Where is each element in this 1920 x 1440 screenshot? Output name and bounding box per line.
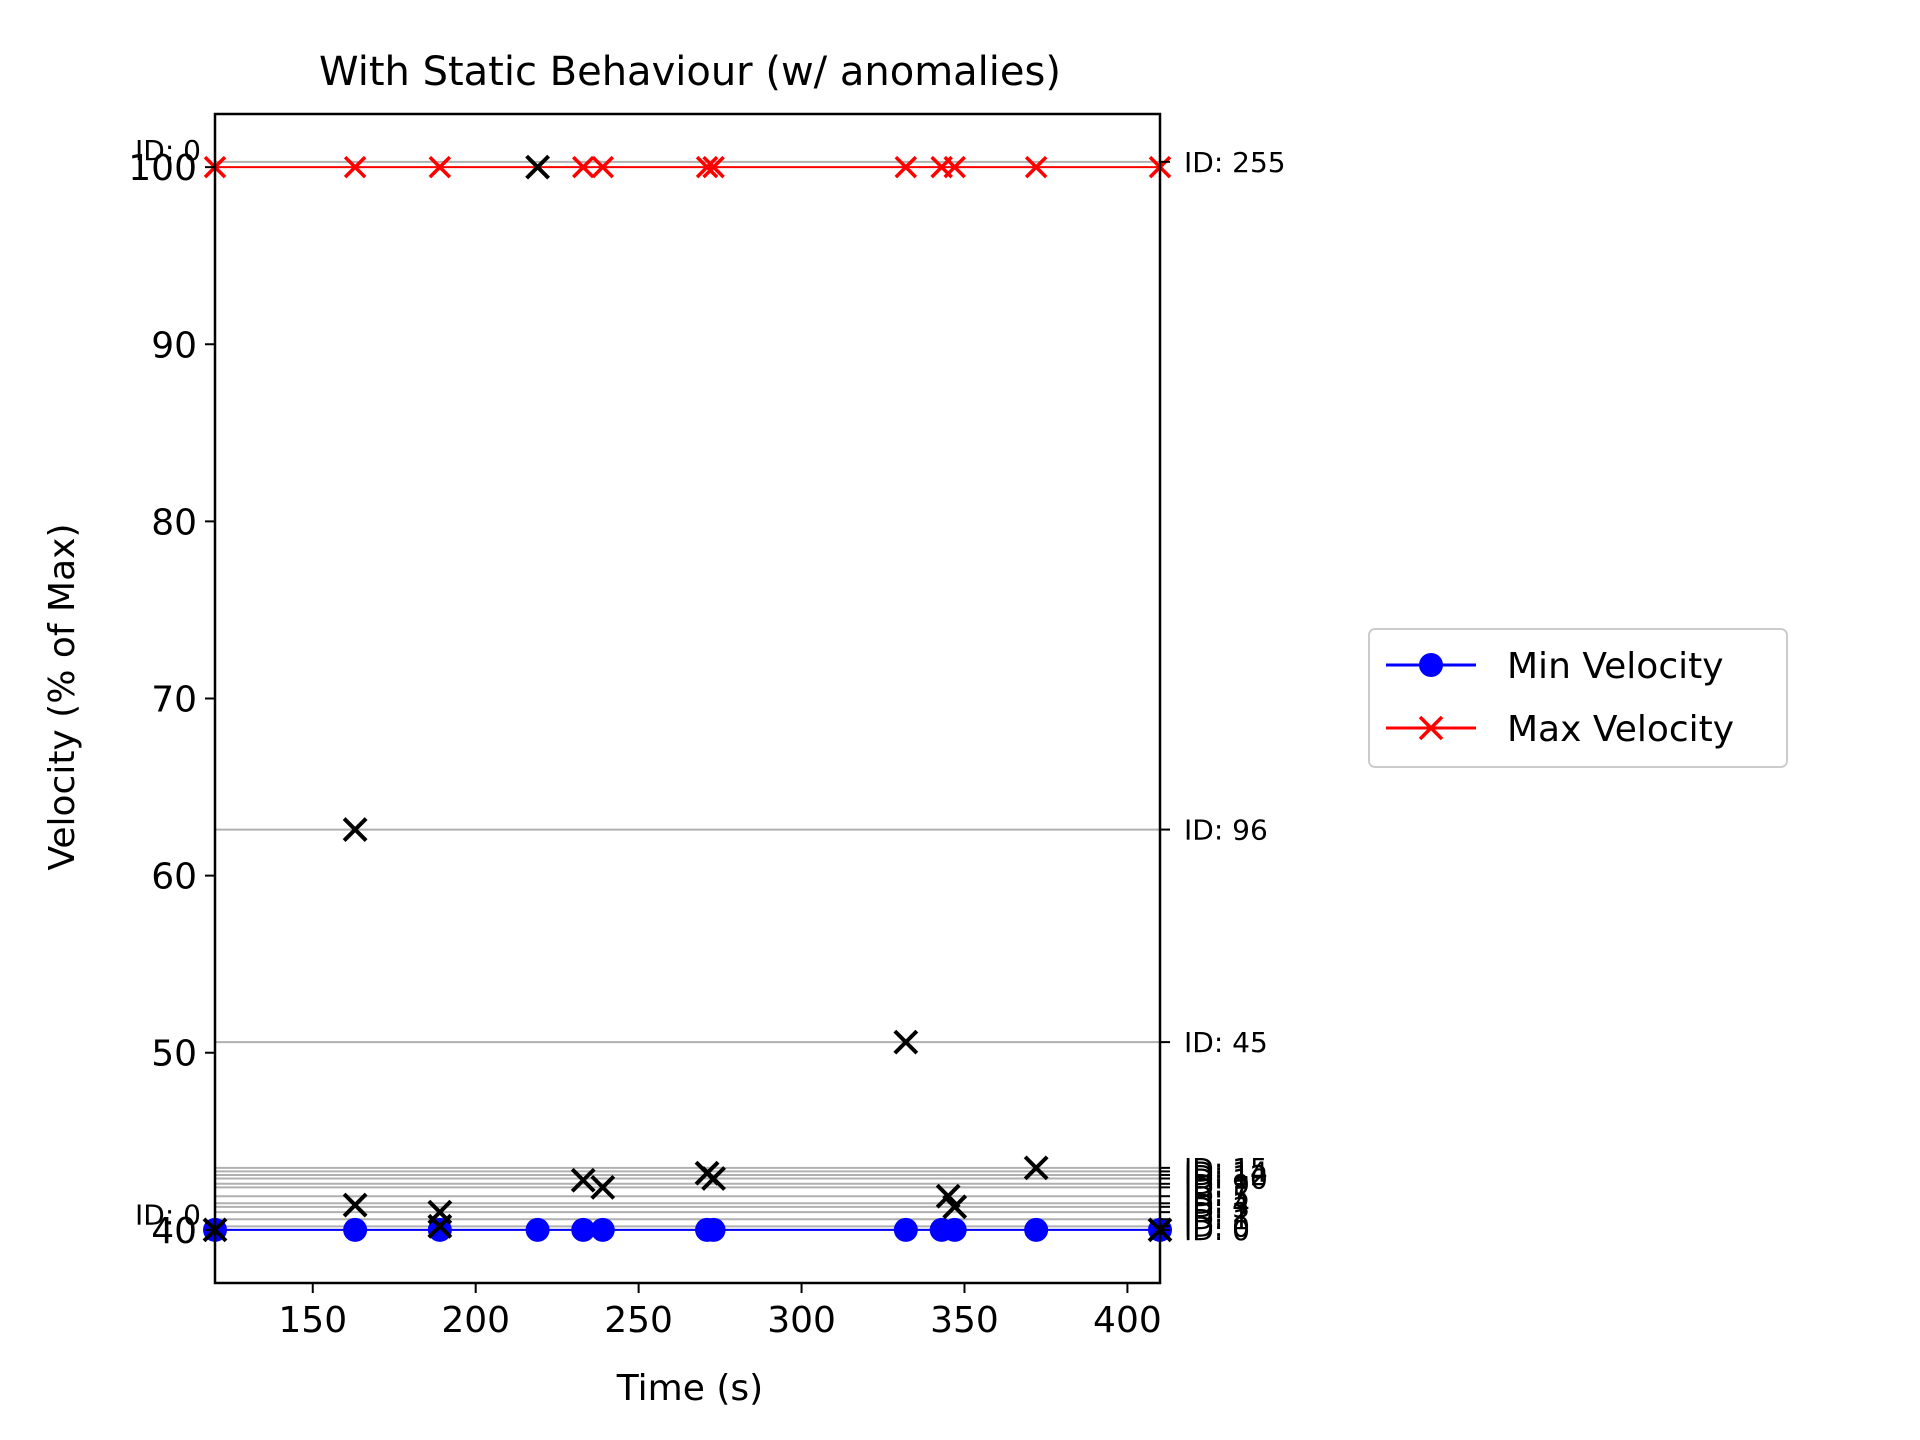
anomaly-point-stroke-b xyxy=(427,1213,453,1239)
max-velocity-point xyxy=(943,155,966,179)
y-tick-label: 80 xyxy=(151,502,197,543)
min-velocity-point xyxy=(343,1217,368,1242)
y-tick-label: 50 xyxy=(151,1034,197,1075)
x-tick-label: 400 xyxy=(1093,1300,1162,1341)
id-tick-label: ID: 7 xyxy=(1184,1171,1250,1204)
y-tick-label: 100 xyxy=(128,148,197,189)
legend: Min Velocity Max Velocity xyxy=(1368,628,1788,768)
max-velocity-point xyxy=(571,155,595,179)
legend-label: Max Velocity xyxy=(1507,709,1734,750)
id-tick-label: ID: 15 xyxy=(1184,1152,1268,1185)
min-velocity-point xyxy=(1024,1217,1049,1242)
y-tick-label: 90 xyxy=(151,325,197,366)
anomaly-point xyxy=(525,154,551,180)
id-tick-label: ID: 4 xyxy=(1184,1187,1250,1220)
max-velocity-point xyxy=(428,155,452,179)
anomaly-point xyxy=(570,1167,596,1193)
id-tick-label: ID: 255 xyxy=(1184,146,1286,179)
anomaly-point xyxy=(893,1029,919,1055)
min-velocity-point xyxy=(525,1217,550,1242)
anomaly-point-stroke-b xyxy=(342,817,368,842)
max-velocity-point xyxy=(591,155,615,179)
id-tick-label: ID: 10 xyxy=(1184,1162,1268,1195)
id-tick-label: ID: 45 xyxy=(1184,1026,1268,1059)
left-id-labels: ID: 0 ID: 0 xyxy=(135,134,201,1231)
y-axis-label: Velocity (% of Max) xyxy=(42,524,83,871)
anomaly-point-stroke-b xyxy=(893,1029,919,1055)
anomaly-point xyxy=(342,1192,368,1218)
max-velocity-point xyxy=(702,155,725,179)
max-velocity-point xyxy=(894,155,918,179)
min-velocity-point xyxy=(571,1217,596,1242)
id-tick-label: ID: 14 xyxy=(1184,1155,1268,1188)
max-velocity-point xyxy=(695,155,719,179)
x-axis-label: Time (s) xyxy=(616,1368,763,1409)
max-velocity-point-stroke-b xyxy=(571,155,595,179)
min-velocity-point xyxy=(701,1217,726,1242)
id-tick-label: ID: 3 xyxy=(1184,1191,1250,1224)
legend-marker xyxy=(1418,715,1444,741)
anomaly-point-stroke-b xyxy=(701,1166,726,1191)
max-velocity-point-stroke-b xyxy=(943,155,966,179)
max-velocity-point-stroke-b xyxy=(702,155,725,179)
anomaly-point-stroke-b xyxy=(935,1183,961,1209)
x-axis: 150 200 250 300 350 400 xyxy=(278,1283,1162,1341)
anomaly-point xyxy=(342,817,368,842)
anomaly-point xyxy=(1023,1155,1049,1181)
chart-title: With Static Behaviour (w/ anomalies) xyxy=(319,49,1061,95)
y-tick-label: 60 xyxy=(151,857,197,898)
x-tick-label: 300 xyxy=(767,1300,836,1341)
max-velocity-point-stroke-b xyxy=(591,155,615,179)
legend-marker xyxy=(1419,653,1443,677)
x-tick-label: 250 xyxy=(604,1300,673,1341)
id-tick-label: ID: 2 xyxy=(1184,1196,1250,1229)
id-tick-label: ID: 0 xyxy=(1184,1214,1250,1247)
y-tick-label: 40 xyxy=(151,1211,197,1252)
id-tick-label: ID: 1 xyxy=(1184,1203,1250,1236)
anomaly-point-stroke-b xyxy=(942,1194,968,1220)
max-velocity-point xyxy=(1024,155,1048,179)
x-tick-label: 150 xyxy=(278,1300,347,1341)
min-velocity-point xyxy=(590,1217,615,1242)
id-lines xyxy=(215,160,1160,1231)
anomaly-point-stroke-b xyxy=(525,154,551,180)
min-velocity-point xyxy=(427,1217,452,1242)
y-tick-label: 70 xyxy=(151,680,197,721)
x-tick-label: 200 xyxy=(441,1300,510,1341)
x-tick-label: 350 xyxy=(930,1300,999,1341)
anomaly-point-stroke-b xyxy=(570,1167,596,1193)
id-tick-label: ID: 5 xyxy=(1184,1180,1250,1213)
max-velocity-point xyxy=(343,155,367,179)
min-velocity-point xyxy=(942,1217,967,1242)
max-velocity-point-stroke-b xyxy=(343,155,367,179)
id-tick-label: ID: 12 xyxy=(1184,1159,1268,1192)
max-velocity-point-stroke-b xyxy=(1024,155,1048,179)
anomaly-point xyxy=(942,1194,968,1220)
id-tick-label: ID: 96 xyxy=(1184,814,1268,847)
anomaly-point-stroke-b xyxy=(590,1174,616,1200)
min-velocity-point xyxy=(893,1217,918,1242)
anomaly-point xyxy=(590,1174,616,1200)
legend-label: Min Velocity xyxy=(1507,646,1724,687)
anomaly-point-stroke-b xyxy=(342,1192,368,1218)
left-id-label: ID: 0 xyxy=(135,1198,201,1231)
max-velocity-point-stroke-b xyxy=(428,155,452,179)
anomaly-point xyxy=(701,1166,726,1191)
max-velocity-point-stroke-b xyxy=(695,155,719,179)
anomaly-point xyxy=(427,1213,453,1239)
id-tick-label: ID: 9 xyxy=(1184,1168,1250,1201)
anomaly-point-stroke-b xyxy=(1023,1155,1049,1181)
left-id-label: ID: 0 xyxy=(135,134,201,167)
legend-marker-stroke-b xyxy=(1418,715,1444,741)
y-axis: 40 50 60 70 80 90 100 xyxy=(128,148,215,1252)
max-velocity-point-stroke-b xyxy=(894,155,918,179)
id-tick-label: ID: 0 xyxy=(1184,1210,1250,1243)
